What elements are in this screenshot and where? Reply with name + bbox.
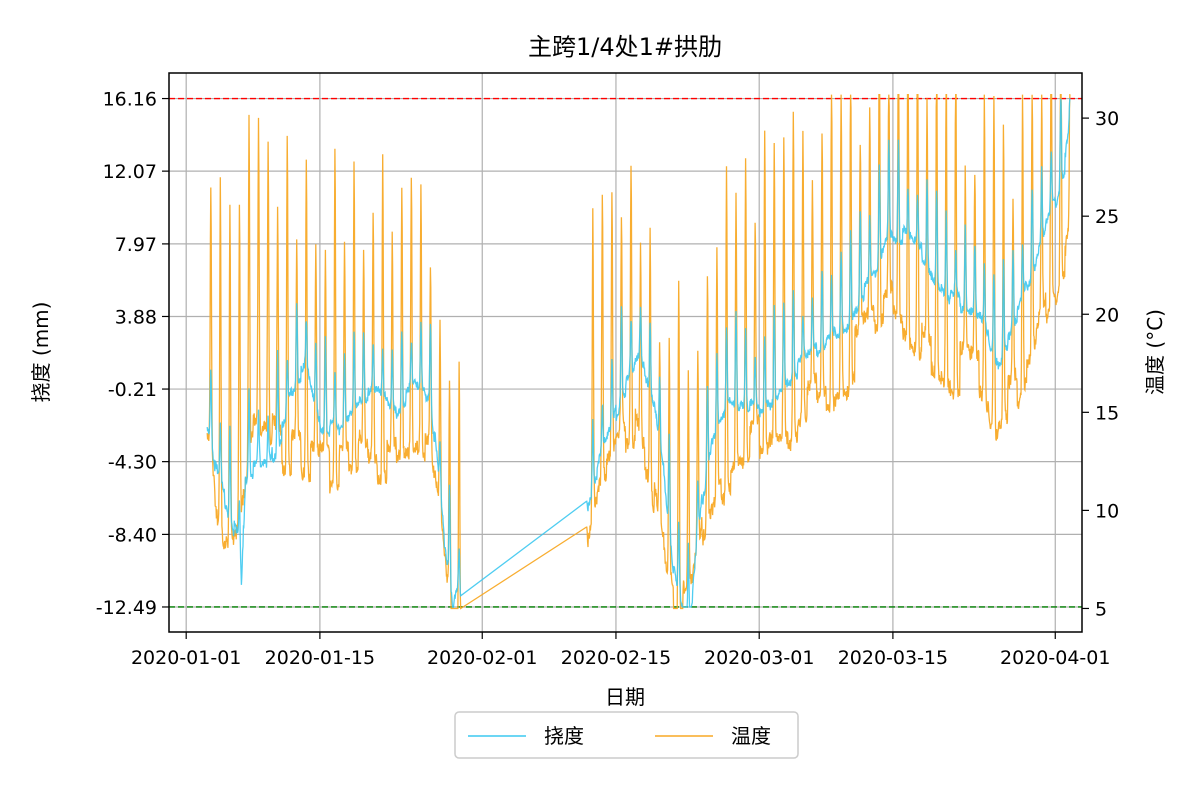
y-tick-label: 3.88 bbox=[115, 306, 157, 328]
legend: 挠度 温度 bbox=[454, 711, 799, 759]
x-tick-label: 2020-02-01 bbox=[427, 647, 537, 669]
y-tick-label: 16.16 bbox=[103, 89, 157, 111]
x-tick-label: 2020-01-01 bbox=[131, 647, 241, 669]
grid bbox=[169, 73, 1082, 632]
y-tick-label: 7.97 bbox=[115, 234, 157, 256]
y-right-tick-label: 5 bbox=[1095, 598, 1107, 620]
y-axis-left: -12.49 -8.40 -4.30 -0.21 3.88 7.97 12.07 16.16 bbox=[96, 89, 169, 619]
legend-box bbox=[454, 711, 799, 759]
y-axis-right-label: 温度 (°C) bbox=[1143, 309, 1167, 395]
x-axis-label: 日期 bbox=[605, 685, 645, 709]
y-right-tick-label: 30 bbox=[1095, 108, 1119, 130]
y-right-tick-label: 10 bbox=[1095, 500, 1119, 522]
y-tick-label: -0.21 bbox=[108, 379, 157, 401]
y-right-tick-label: 20 bbox=[1095, 304, 1119, 326]
reference-lines bbox=[169, 97, 1082, 608]
legend-label-temperature: 温度 bbox=[731, 724, 771, 748]
x-tick-label: 2020-03-01 bbox=[704, 647, 814, 669]
x-tick-label: 2020-02-15 bbox=[561, 647, 671, 669]
x-tick-label: 2020-01-15 bbox=[265, 647, 375, 669]
y-axis-right: 5 10 15 20 25 30 bbox=[1082, 108, 1119, 620]
temperature-series-line bbox=[206, 93, 1071, 610]
series-layer bbox=[206, 93, 1071, 610]
chart-title: 主跨1/4处1#拱肋 bbox=[528, 33, 722, 61]
legend-label-deflection: 挠度 bbox=[544, 724, 584, 748]
y-tick-label: 12.07 bbox=[103, 161, 157, 183]
y-right-tick-label: 25 bbox=[1095, 206, 1119, 228]
y-tick-label: -4.30 bbox=[108, 452, 157, 474]
y-tick-label: -12.49 bbox=[96, 597, 157, 619]
x-tick-label: 2020-04-01 bbox=[1000, 647, 1110, 669]
y-axis-label: 挠度 (mm) bbox=[29, 302, 53, 403]
y-right-tick-label: 15 bbox=[1095, 402, 1119, 424]
deflection-series-line bbox=[206, 97, 1071, 608]
x-axis: 2020-01-01 2020-01-15 2020-02-01 2020-02-15… bbox=[131, 632, 1110, 669]
y-tick-label: -8.40 bbox=[108, 524, 157, 546]
plot-frame bbox=[168, 72, 1083, 633]
x-tick-label: 2020-03-15 bbox=[838, 647, 948, 669]
